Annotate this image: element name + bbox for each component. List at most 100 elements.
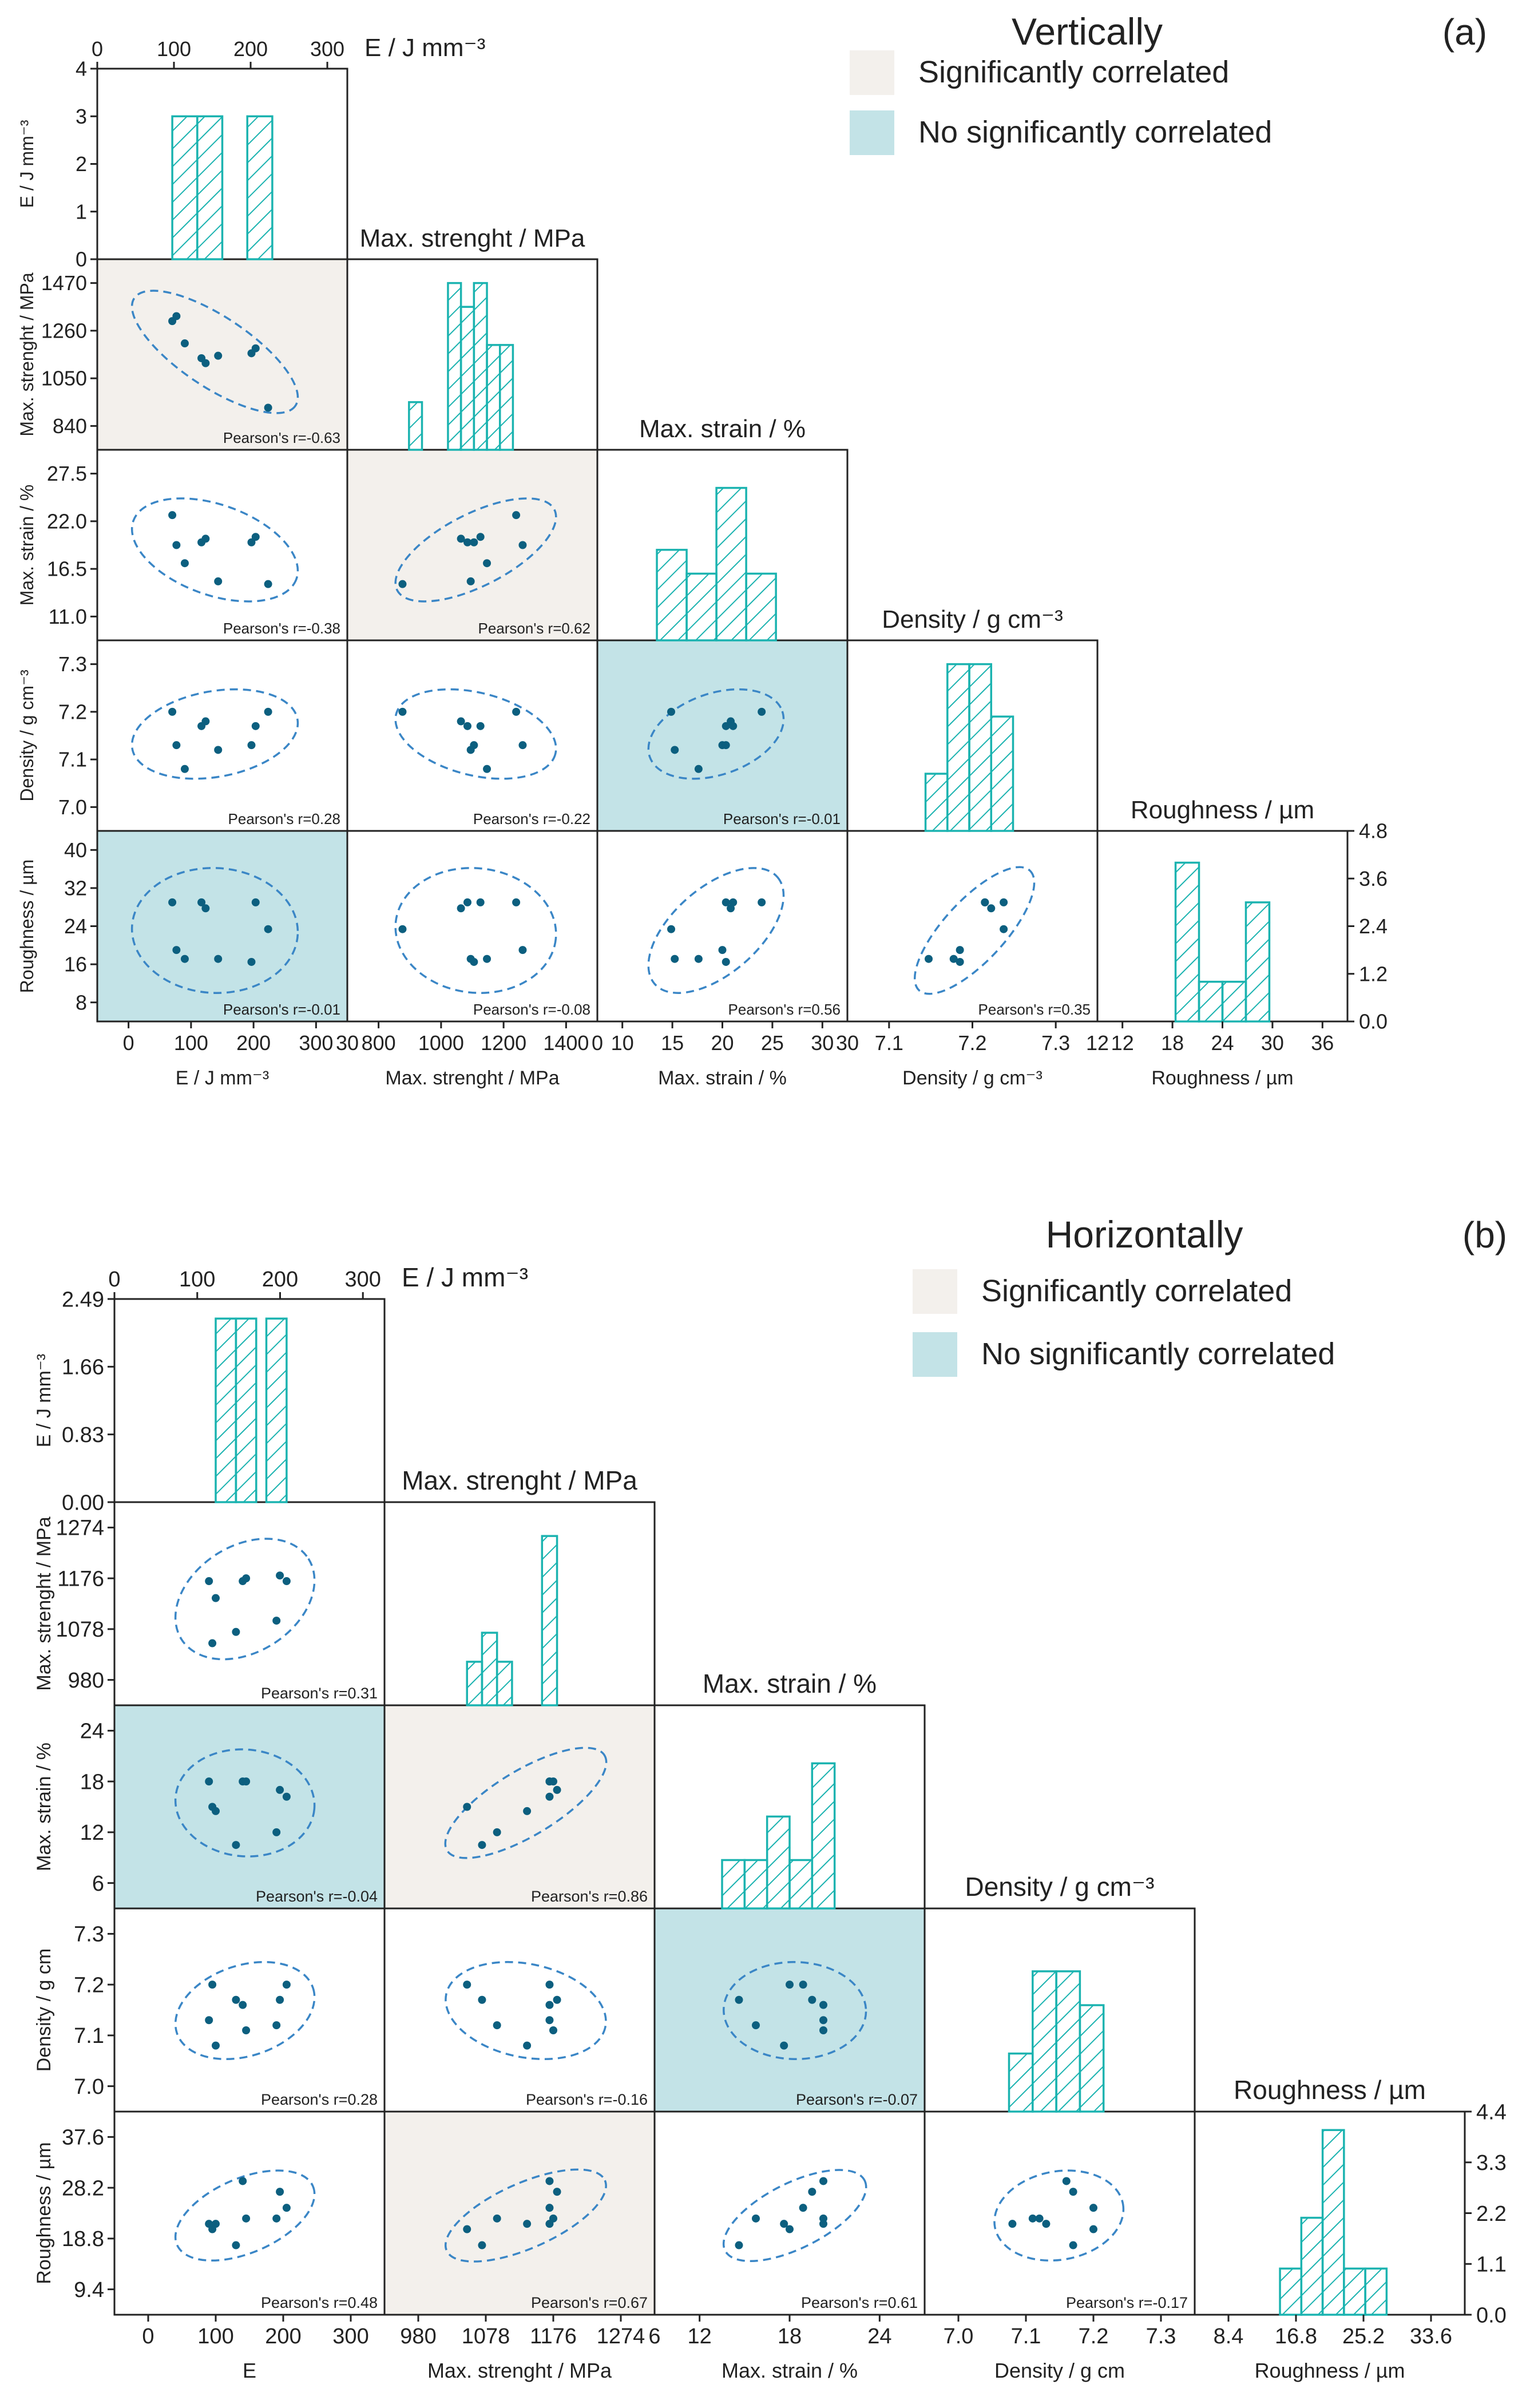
data-point [264, 403, 272, 412]
data-point [956, 957, 964, 966]
pearson-label: Pearson's r=-0.04 [256, 1888, 378, 1905]
scatter-cell-r3-c2: Pearson's r=-0.07 [653, 1907, 926, 2113]
data-point [735, 2241, 743, 2249]
histogram-bar [924, 773, 949, 832]
confidence-ellipse [174, 1538, 316, 1661]
data-point [251, 722, 260, 730]
tick-label: 3 [76, 105, 87, 128]
tick-label: 18 [778, 2324, 802, 2348]
confidence-ellipse [174, 1748, 316, 1858]
tick-label: 100 [174, 1031, 208, 1055]
tick-label: 30 [336, 1031, 359, 1055]
data-point [470, 538, 478, 546]
data-point [671, 746, 679, 754]
data-point [752, 2214, 760, 2223]
data-point [553, 1995, 561, 2004]
confidence-ellipse [394, 497, 557, 603]
data-point [180, 955, 189, 963]
data-point [667, 707, 676, 716]
data-point [483, 559, 491, 568]
scatter-cell-r3-c1: Pearson's r=-0.16 [383, 1907, 656, 2113]
panel-label: (b) [1462, 1214, 1507, 1256]
tick-label: 30 [836, 1031, 859, 1055]
tick-label: 12 [80, 1821, 104, 1845]
data-point [819, 2214, 827, 2223]
axis-title: Roughness / µm [17, 860, 37, 993]
top-axis: 0 100 200 300 [92, 37, 344, 69]
pearson-label: Pearson's r=0.28 [228, 810, 340, 827]
tick-label: 7.1 [74, 2024, 104, 2048]
left-axis-row-4: 8 16 24 32 40 Roughness / µm [17, 838, 97, 1014]
histogram-bar [408, 401, 423, 451]
data-point [483, 955, 491, 963]
histogram-bar [788, 1859, 814, 1910]
data-point [242, 1574, 251, 1583]
data-point [272, 2214, 281, 2223]
scatter-cell-r2-c1: Pearson's r=0.86 [383, 1704, 656, 1910]
tick-label: 1400 [543, 1031, 589, 1055]
histogram-bar [196, 115, 224, 260]
data-point [819, 2026, 827, 2034]
tick-label: 6 [92, 1872, 104, 1896]
data-point [272, 1617, 281, 1625]
tick-label: 12 [1111, 1031, 1134, 1055]
tick-label: 100 [197, 2324, 233, 2348]
tick-label: 20 [711, 1031, 734, 1055]
tick-label: 200 [265, 2324, 301, 2348]
tick-label: 24 [80, 1720, 104, 1744]
tick-label: 32 [64, 877, 87, 900]
data-point [799, 1981, 807, 1989]
scatter-cell-r2-c1: Pearson's r=0.62 [346, 449, 598, 641]
histogram-bar [459, 306, 475, 451]
data-point [493, 1828, 501, 1836]
tick-label: 980 [68, 1669, 104, 1693]
cell-frame [383, 1907, 656, 2113]
histogram-bar [481, 1631, 498, 1706]
data-point [272, 2021, 281, 2030]
data-point [722, 898, 730, 906]
tick-label: 800 [362, 1031, 396, 1055]
left-axis-row-2: 11.0 16.5 22.0 27.5 Max. strain / % [17, 462, 97, 628]
scatter-cell-r4-c0: Pearson's r=-0.01 [96, 830, 348, 1023]
histogram-bar [766, 1815, 791, 1910]
data-point [239, 2001, 247, 2009]
histogram-bar [1079, 2004, 1105, 2113]
tick-label: 7.2 [1079, 2324, 1109, 2348]
tick-label: 980 [400, 2324, 436, 2348]
scatter-cell-r1-c0: Pearson's r=0.31 [113, 1501, 386, 1706]
tick-label: 25.2 [1342, 2324, 1385, 2348]
axis-title: Max. strenght / MPa [385, 1067, 559, 1089]
data-point [545, 1792, 554, 1801]
data-point [470, 957, 478, 966]
cell-frame [923, 2110, 1196, 2316]
data-point [201, 717, 210, 726]
cell-frame [383, 2110, 656, 2316]
histogram-title: Density / g cm⁻³ [965, 1872, 1154, 1902]
tick-label: 30 [1261, 1031, 1284, 1055]
histogram-bar [498, 344, 514, 451]
tick-label: 300 [310, 37, 344, 61]
scatter-cell-r4-c3: Pearson's r=-0.17 [923, 2110, 1196, 2316]
tick-label: 4.4 [1476, 2100, 1507, 2124]
tick-label: 18 [1161, 1031, 1184, 1055]
tick-label: 1050 [41, 367, 87, 390]
data-point [168, 898, 177, 906]
tick-label: 300 [332, 2324, 368, 2348]
data-point [212, 2041, 220, 2050]
bottom-axis-col-2: 12 18 24 Max. strain / % [688, 2315, 891, 2382]
data-point [180, 765, 189, 773]
tick-label: 0 [142, 2324, 154, 2348]
histogram-bar [1321, 2129, 1345, 2316]
tick-label: 1274 [56, 1516, 104, 1540]
data-point [1089, 2225, 1097, 2233]
axis-title: Max. strenght / MPa [17, 272, 37, 437]
tick-label: 7.1 [58, 748, 87, 771]
histogram-bar [656, 549, 688, 641]
data-point [1000, 925, 1008, 933]
data-point [1035, 2214, 1044, 2223]
pearson-label: Pearson's r=-0.08 [473, 1001, 590, 1018]
tick-label: 300 [299, 1031, 333, 1055]
histogram-bar [447, 282, 462, 451]
data-point [1069, 2188, 1077, 2196]
